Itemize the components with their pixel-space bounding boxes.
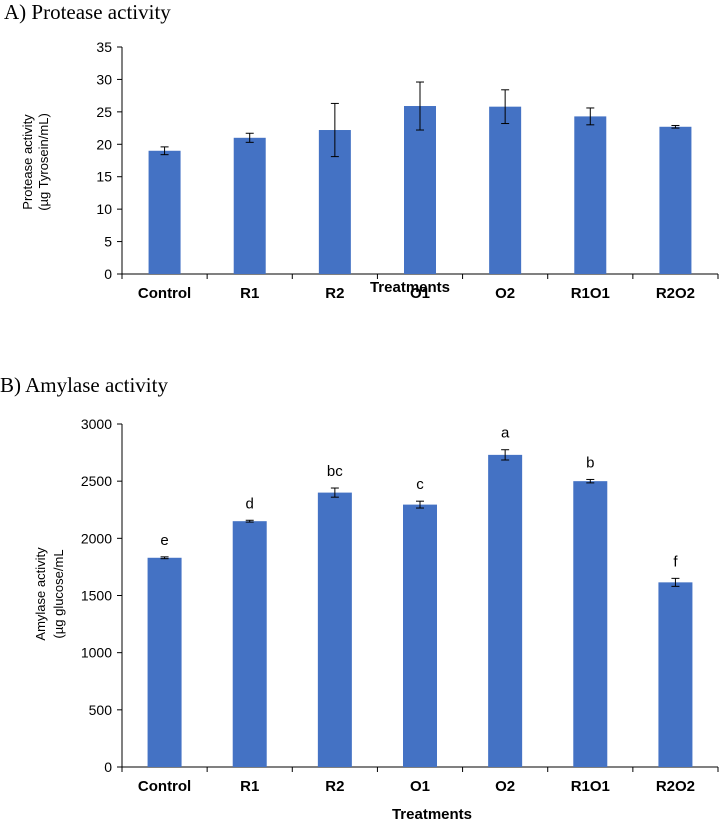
protease-bars: [148, 81, 692, 275]
amylase-y-label-line: (µg glucose/mL: [51, 549, 66, 638]
amylase-y-tick-label: 500: [89, 702, 113, 718]
protease-bar-r1: [233, 137, 266, 274]
amylase-category-label: R1: [240, 778, 259, 795]
protease-title: A) Protease activity: [4, 0, 171, 24]
protease-categories: Control R1 R2 O1 O2 R1O1 R2O2: [138, 285, 695, 302]
amylase-y-tick-label: 2500: [81, 473, 112, 489]
protease-y-label-line: (µg Tyrosein/mL): [36, 113, 51, 211]
protease-category-label: Control: [138, 285, 191, 302]
amylase-bar-r1: [232, 521, 267, 767]
protease-category-label: O2: [495, 285, 515, 302]
amylase-significance-label: c: [416, 476, 424, 493]
amylase-y-ticks: 0 500 1000 1500 2000 2500 3000: [81, 416, 719, 775]
amylase-category-label: O1: [410, 778, 430, 795]
amylase-significance-label: e: [160, 532, 168, 549]
protease-bar-r1o1: [574, 116, 607, 274]
amylase-significance-label: a: [501, 425, 510, 442]
amylase-categories: Control R1 R2 O1 O2 R1O1 R2O2: [138, 778, 695, 795]
panel-amylase: B) Amylase activity Amylase activity (µg …: [0, 373, 719, 823]
protease-bar-o1: [404, 106, 436, 275]
amylase-bars: e d bc c a b f: [147, 425, 693, 767]
protease-category-label: R1: [240, 285, 259, 302]
amylase-y-tick-label: 1000: [81, 645, 112, 661]
protease-y-tick-label: 15: [96, 169, 112, 185]
protease-y-tick-label: 35: [96, 39, 112, 55]
amylase-category-label: O2: [495, 778, 515, 795]
amylase-bar-r2: [317, 492, 352, 767]
amylase-y-label-line: Amylase activity: [33, 547, 48, 641]
protease-y-tick-label: 0: [104, 266, 112, 282]
amylase-bar-o2: [488, 454, 523, 767]
protease-y-tick-label: 10: [96, 201, 112, 217]
amylase-significance-label: bc: [327, 463, 343, 480]
protease-category-label: R1O1: [571, 285, 610, 302]
amylase-significance-label: d: [246, 495, 254, 512]
protease-y-tick-label: 5: [104, 234, 112, 250]
panel-protease: A) Protease activity Protease activity (µ…: [4, 0, 719, 302]
protease-y-ticks: 0 5 10 15 20 25 30 35: [96, 39, 719, 282]
amylase-y-tick-label: 3000: [81, 416, 112, 432]
protease-bar-r2o2: [659, 126, 692, 274]
amylase-category-label: Control: [138, 778, 191, 795]
amylase-y-label: Amylase activity (µg glucose/mL: [33, 547, 66, 641]
amylase-bar-r1o1: [573, 481, 608, 767]
protease-bar-control: [148, 150, 181, 274]
amylase-bar-o1: [403, 504, 437, 767]
amylase-significance-label: b: [586, 454, 594, 471]
amylase-significance-label: f: [673, 553, 678, 570]
protease-y-label: Protease activity (µg Tyrosein/mL): [20, 113, 51, 211]
amylase-title: B) Amylase activity: [0, 373, 168, 397]
protease-y-label-line: Protease activity: [20, 114, 35, 210]
protease-y-tick-label: 25: [96, 104, 112, 120]
amylase-category-label: R2: [325, 778, 344, 795]
protease-category-label: R2O2: [656, 285, 695, 302]
protease-category-label: R2: [325, 285, 344, 302]
amylase-category-label: R2O2: [656, 778, 695, 795]
protease-y-tick-label: 20: [96, 136, 112, 152]
protease-bar-o2: [489, 106, 522, 274]
protease-y-tick-label: 30: [96, 71, 112, 87]
amylase-bar-r2o2: [658, 582, 693, 767]
amylase-y-tick-label: 1500: [81, 588, 112, 604]
amylase-x-label: Treatments: [392, 806, 472, 823]
protease-x-label: Treatments: [370, 279, 450, 296]
amylase-y-tick-label: 2000: [81, 530, 112, 546]
amylase-bar-control: [147, 557, 182, 767]
amylase-category-label: R1O1: [571, 778, 610, 795]
protease-category-label: O1: [410, 285, 430, 302]
amylase-y-tick-label: 0: [104, 759, 112, 775]
